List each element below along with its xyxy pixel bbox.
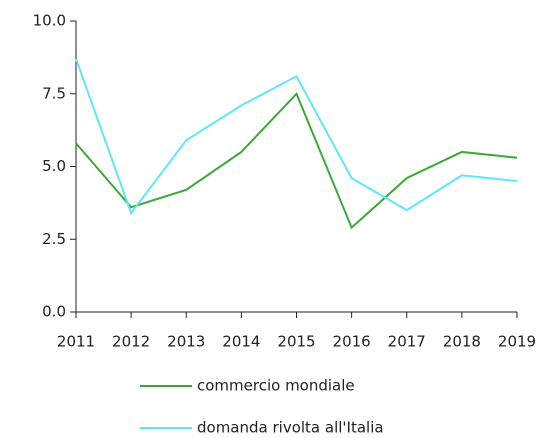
x-tick-label: 2018: [443, 333, 481, 351]
y-tick-label: 5.0: [42, 157, 66, 175]
series-line: [75, 91, 518, 230]
x-tick-label: 2014: [222, 333, 260, 351]
x-tick-label: 2012: [112, 333, 150, 351]
y-tick-label: 7.5: [42, 84, 66, 102]
x-tick-label: 2015: [277, 333, 315, 351]
x-tick-label: 2013: [167, 333, 205, 351]
x-tick-label: 2016: [333, 333, 371, 351]
series-line: [75, 58, 518, 216]
y-tick-label: 10.0: [33, 12, 66, 30]
legend-label: domanda rivolta all'Italia: [197, 419, 384, 437]
y-tick-label: 2.5: [42, 230, 66, 248]
x-tick-label: 2011: [57, 333, 95, 351]
x-tick-label: 2017: [388, 333, 426, 351]
y-tick-label: 0.0: [42, 303, 66, 321]
x-tick-label: 2019: [498, 333, 536, 351]
legend-label: commercio mondiale: [197, 377, 355, 395]
